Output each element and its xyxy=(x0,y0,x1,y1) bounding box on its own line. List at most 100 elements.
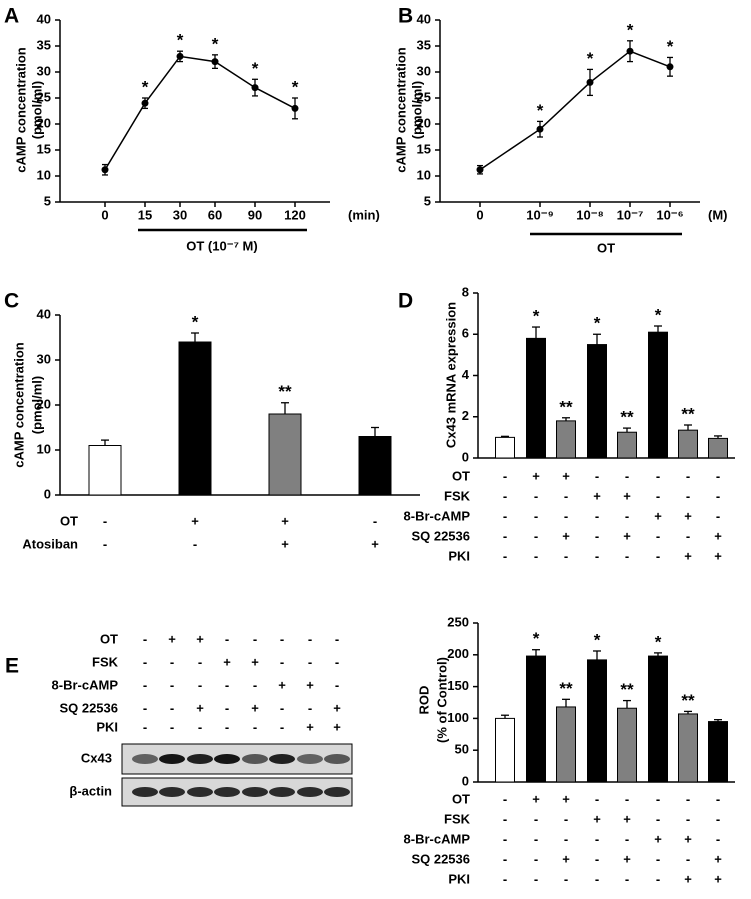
bar xyxy=(358,436,392,496)
condition-sign: - xyxy=(656,528,660,543)
condition-sign: - xyxy=(335,631,339,646)
condition-sign: - xyxy=(716,468,720,483)
condition-sign: - xyxy=(595,528,599,543)
x-tick-label: 10⁻⁶ xyxy=(656,207,683,222)
bar xyxy=(648,331,668,459)
y-tick-label: 40 xyxy=(37,11,51,26)
condition-sign: + xyxy=(623,811,631,826)
condition-label: PKI xyxy=(448,548,470,563)
blot-band xyxy=(324,754,350,764)
condition-sign: - xyxy=(103,536,107,551)
bar xyxy=(587,344,607,459)
x-tick-label: 15 xyxy=(138,207,152,222)
significance-label: * xyxy=(533,629,540,648)
blot-band xyxy=(159,754,185,764)
condition-sign: - xyxy=(143,654,147,669)
condition-sign: + xyxy=(196,700,204,715)
condition-sign: - xyxy=(503,811,507,826)
condition-sign: + xyxy=(278,677,286,692)
condition-sign: + xyxy=(562,468,570,483)
y-tick-label: 40 xyxy=(37,306,51,321)
condition-sign: - xyxy=(170,719,174,734)
y-tick-label: 15 xyxy=(37,141,51,156)
bar xyxy=(88,445,122,496)
condition-sign: - xyxy=(225,719,229,734)
bar xyxy=(587,659,607,783)
condition-sign: - xyxy=(656,851,660,866)
bar xyxy=(678,713,698,783)
condition-sign: - xyxy=(253,677,257,692)
condition-sign: - xyxy=(143,631,147,646)
y-tick-label: 25 xyxy=(417,89,431,104)
condition-sign: - xyxy=(198,654,202,669)
condition-sign: + xyxy=(714,548,722,563)
y-axis-label: cAMP concentration xyxy=(13,47,28,173)
blot-band xyxy=(297,787,323,797)
condition-sign: + xyxy=(623,528,631,543)
condition-sign: - xyxy=(716,488,720,503)
condition-sign: - xyxy=(534,871,538,886)
condition-sign: + xyxy=(333,719,341,734)
significance-label: * xyxy=(594,314,601,333)
condition-sign: - xyxy=(253,631,257,646)
condition-label: OT xyxy=(452,791,470,806)
point xyxy=(211,58,219,66)
y-tick-label: 15 xyxy=(417,141,431,156)
x-tick-label: 10⁻⁹ xyxy=(526,207,554,222)
y-tick-label: 40 xyxy=(417,11,431,26)
condition-sign: + xyxy=(714,851,722,866)
y-tick-label: 250 xyxy=(447,614,469,629)
y-tick-label: 10 xyxy=(37,167,51,182)
significance-label: ** xyxy=(559,679,573,698)
y-axis-label: (% of Control) xyxy=(434,657,449,743)
y-tick-label: 2 xyxy=(462,408,469,423)
condition-sign: + xyxy=(714,871,722,886)
point xyxy=(176,52,184,60)
condition-sign: - xyxy=(503,548,507,563)
condition-sign: - xyxy=(503,831,507,846)
point xyxy=(141,99,149,107)
condition-sign: + xyxy=(251,700,259,715)
condition-sign: - xyxy=(656,811,660,826)
bar xyxy=(617,431,637,459)
y-tick-label: 0 xyxy=(462,449,469,464)
panel-letter: C xyxy=(4,290,19,313)
condition-sign: - xyxy=(143,700,147,715)
y-tick-label: 10 xyxy=(417,167,431,182)
x-unit: (min) xyxy=(348,207,380,222)
y-axis-label: ROD xyxy=(416,686,431,715)
condition-sign: + xyxy=(714,528,722,543)
condition-sign: - xyxy=(564,811,568,826)
significance-label: * xyxy=(667,37,674,56)
condition-sign: - xyxy=(595,791,599,806)
condition-sign: - xyxy=(373,513,377,528)
blot-band xyxy=(324,787,350,797)
condition-sign: - xyxy=(716,811,720,826)
bar xyxy=(648,655,668,783)
condition-sign: - xyxy=(198,677,202,692)
bar xyxy=(556,420,576,459)
blot-band xyxy=(214,754,240,764)
significance-label: * xyxy=(594,630,601,649)
y-tick-label: 0 xyxy=(462,773,469,788)
condition-label: Atosiban xyxy=(22,536,78,551)
significance-label: * xyxy=(212,34,219,53)
condition-label: SQ 22536 xyxy=(411,528,470,543)
condition-sign: - xyxy=(503,508,507,523)
significance-label: ** xyxy=(620,680,634,699)
condition-sign: + xyxy=(191,513,199,528)
condition-sign: + xyxy=(281,513,289,528)
condition-label: 8-Br-cAMP xyxy=(404,831,471,846)
condition-label: FSK xyxy=(444,488,471,503)
condition-sign: - xyxy=(595,851,599,866)
condition-label: SQ 22536 xyxy=(59,700,118,715)
condition-sign: + xyxy=(532,468,540,483)
condition-sign: - xyxy=(225,700,229,715)
condition-sign: + xyxy=(223,654,231,669)
condition-sign: - xyxy=(595,548,599,563)
y-tick-label: 8 xyxy=(462,284,469,299)
condition-label: FSK xyxy=(444,811,471,826)
point xyxy=(291,104,299,112)
condition-sign: - xyxy=(716,831,720,846)
